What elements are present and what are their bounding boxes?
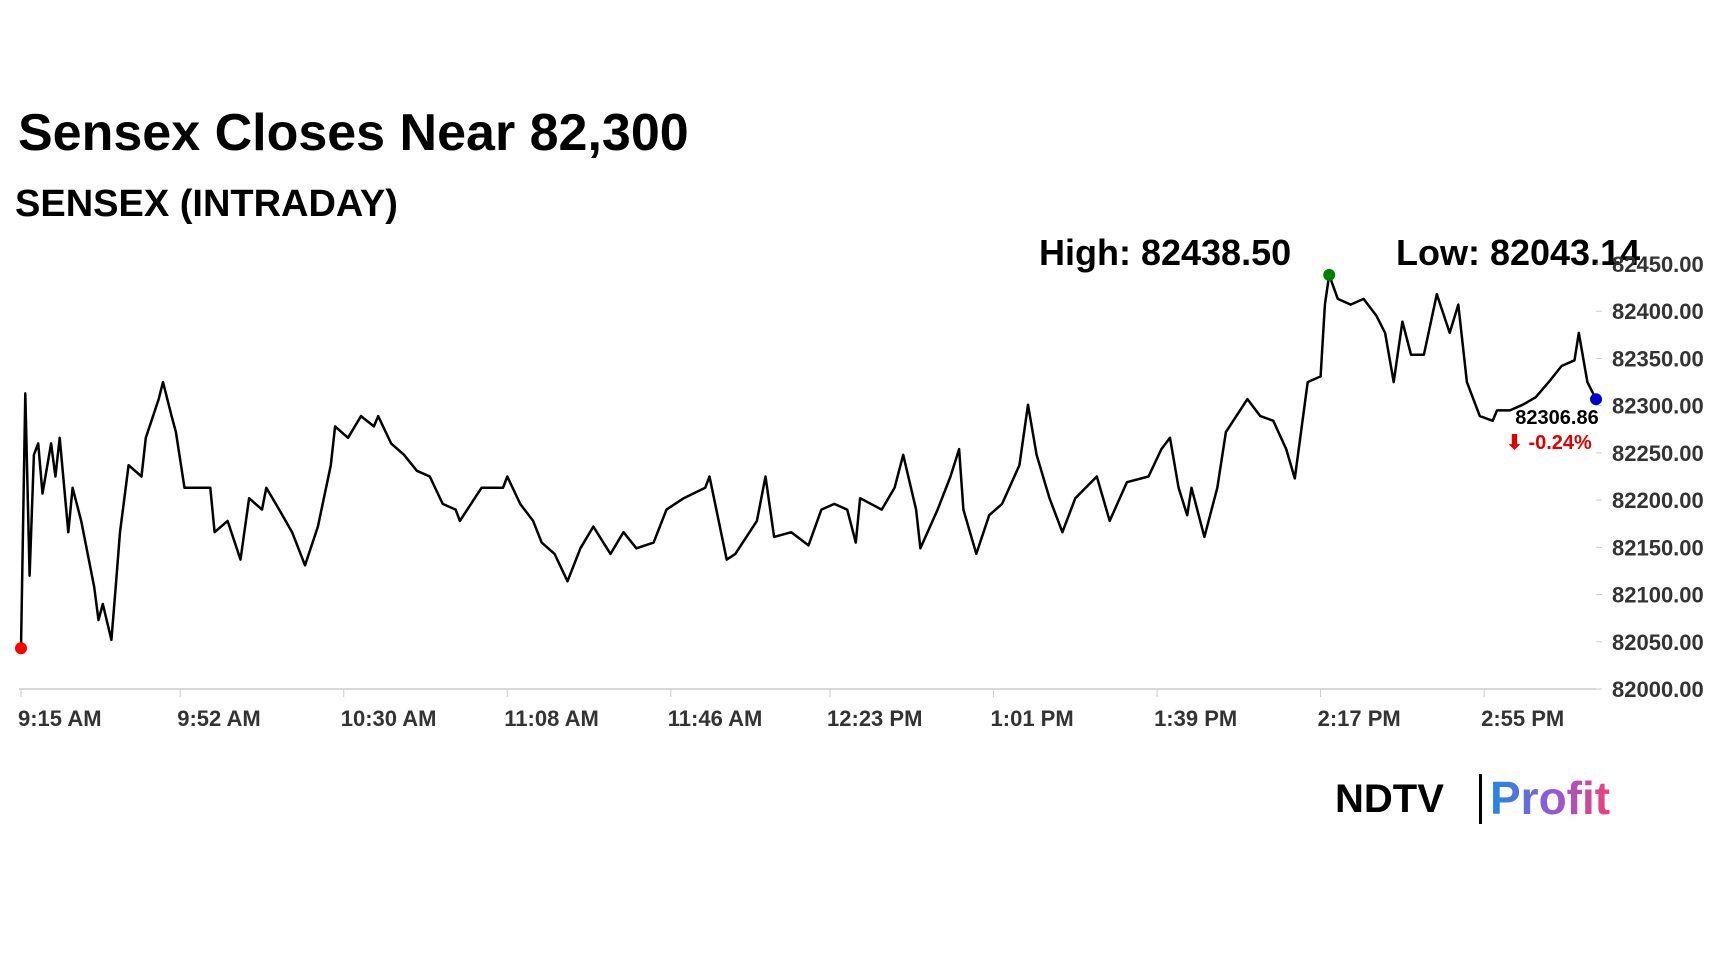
x-tick-label: 12:23 PM [827, 706, 922, 731]
y-tick-label: 82000.00 [1612, 677, 1704, 702]
y-tick-label: 82050.00 [1612, 630, 1704, 655]
brand-divider [1479, 774, 1482, 824]
price-line [19, 273, 1598, 649]
y-tick-label: 82200.00 [1612, 488, 1704, 513]
x-tick-label: 2:55 PM [1481, 706, 1564, 731]
y-tick-label: 82300.00 [1612, 394, 1704, 419]
y-tick-label: 82250.00 [1612, 441, 1704, 466]
change-label: ⬇ -0.24% [1506, 432, 1592, 454]
low-marker [15, 642, 27, 655]
x-tick-label: 1:01 PM [991, 706, 1074, 731]
x-tick-label: 2:17 PM [1318, 706, 1401, 731]
x-tick-label: 9:52 AM [177, 706, 261, 731]
high-label: High: 82438.50 [1039, 232, 1291, 273]
x-tick-label: 1:39 PM [1154, 706, 1237, 731]
y-tick-label: 82350.00 [1612, 346, 1704, 371]
high-marker [1323, 268, 1336, 281]
brand-product: Profit [1490, 772, 1610, 824]
x-tick-label: 9:15 AM [18, 706, 102, 731]
chart-subtitle: SENSEX (INTRADAY) [15, 183, 398, 225]
brand: NDTV [1335, 777, 1444, 821]
chart-title: Sensex Closes Near 82,300 [18, 104, 689, 162]
x-tick-label: 10:30 AM [341, 706, 437, 731]
x-tick-label: 11:08 AM [504, 706, 599, 731]
last-value-label: 82306.86 [1515, 407, 1598, 429]
x-tick-label: 11:46 AM [668, 706, 763, 731]
y-tick-label: 82450.00 [1612, 252, 1704, 277]
y-tick-label: 82100.00 [1612, 583, 1704, 608]
last-marker [1590, 393, 1602, 406]
y-tick-label: 82400.00 [1612, 299, 1704, 324]
y-tick-label: 82150.00 [1612, 535, 1704, 560]
low-label: Low: 82043.14 [1396, 232, 1640, 273]
